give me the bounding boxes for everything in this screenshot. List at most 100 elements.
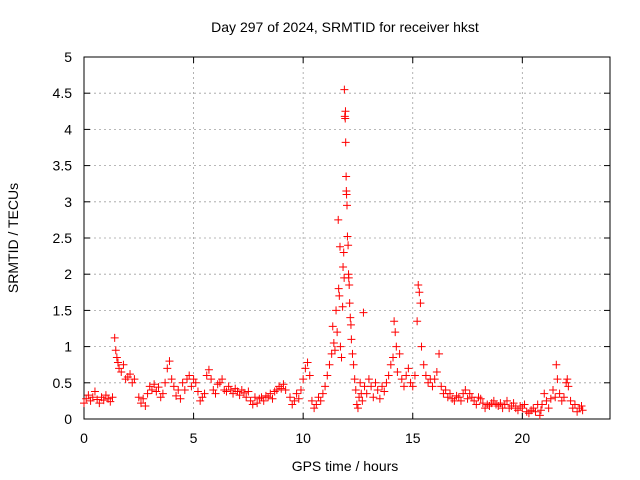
data-point bbox=[520, 400, 529, 409]
data-point bbox=[432, 367, 441, 376]
data-point bbox=[349, 360, 358, 369]
data-point bbox=[119, 360, 128, 369]
data-point bbox=[369, 393, 378, 402]
data-point bbox=[218, 375, 227, 384]
data-point bbox=[99, 396, 108, 405]
data-point bbox=[395, 349, 404, 358]
data-point bbox=[163, 364, 172, 373]
y-axis-label: SRMTID / TECUs bbox=[5, 183, 21, 293]
data-point bbox=[538, 400, 547, 409]
data-point bbox=[202, 371, 211, 380]
data-point bbox=[559, 393, 568, 402]
data-point bbox=[371, 378, 380, 387]
y-tick-label: 2.5 bbox=[53, 230, 73, 246]
data-point bbox=[577, 401, 586, 410]
data-point bbox=[338, 302, 347, 311]
data-points bbox=[80, 85, 587, 420]
data-point bbox=[167, 375, 176, 384]
data-point bbox=[463, 394, 472, 403]
data-point bbox=[330, 346, 339, 355]
data-point bbox=[108, 393, 117, 402]
data-point bbox=[340, 85, 349, 94]
data-point bbox=[292, 389, 301, 398]
data-point bbox=[235, 391, 244, 400]
data-point bbox=[316, 396, 325, 405]
x-tick-label: 10 bbox=[295, 430, 311, 446]
y-tick-label: 0 bbox=[64, 411, 72, 427]
data-point bbox=[413, 317, 422, 326]
data-point bbox=[266, 389, 275, 398]
data-point bbox=[351, 386, 360, 395]
y-tick-label: 3 bbox=[64, 194, 72, 210]
data-point bbox=[367, 382, 376, 391]
data-point bbox=[410, 371, 419, 380]
data-point bbox=[187, 382, 196, 391]
data-point bbox=[147, 386, 156, 395]
x-tick-label: 20 bbox=[515, 430, 531, 446]
data-point bbox=[441, 386, 450, 395]
x-axis-label: GPS time / hours bbox=[292, 458, 399, 474]
data-point bbox=[352, 400, 361, 409]
data-point bbox=[335, 291, 344, 300]
data-point bbox=[339, 248, 348, 257]
data-point bbox=[341, 138, 350, 147]
data-point bbox=[204, 365, 213, 374]
data-point bbox=[321, 382, 330, 391]
data-point bbox=[277, 384, 286, 393]
data-point bbox=[165, 357, 174, 366]
data-point bbox=[90, 387, 99, 396]
data-point bbox=[386, 360, 395, 369]
data-point bbox=[416, 299, 425, 308]
data-point bbox=[341, 107, 350, 116]
data-point bbox=[345, 299, 354, 308]
data-point bbox=[549, 386, 558, 395]
data-point bbox=[141, 401, 150, 410]
data-point bbox=[307, 396, 316, 405]
data-point bbox=[248, 400, 257, 409]
data-point bbox=[341, 114, 350, 123]
data-point bbox=[384, 371, 393, 380]
data-point bbox=[332, 306, 341, 315]
data-point bbox=[80, 399, 88, 408]
data-point bbox=[106, 397, 115, 406]
data-point bbox=[343, 232, 352, 241]
grid bbox=[84, 57, 610, 419]
data-point bbox=[430, 375, 439, 384]
data-point bbox=[348, 349, 357, 358]
data-point bbox=[334, 215, 343, 224]
data-point bbox=[344, 241, 353, 250]
data-point bbox=[172, 391, 181, 400]
data-point bbox=[305, 371, 314, 380]
data-point bbox=[344, 273, 353, 282]
x-tick-label: 0 bbox=[80, 430, 88, 446]
data-point bbox=[378, 382, 387, 391]
data-point bbox=[299, 375, 308, 384]
data-point bbox=[176, 394, 185, 403]
data-point bbox=[279, 380, 288, 389]
data-point bbox=[546, 394, 555, 403]
data-point bbox=[402, 371, 411, 380]
data-point bbox=[180, 386, 189, 395]
y-tick-label: 5 bbox=[64, 49, 72, 65]
data-point bbox=[566, 396, 575, 405]
data-point bbox=[191, 378, 200, 387]
data-point bbox=[244, 387, 253, 396]
data-point bbox=[323, 371, 332, 380]
data-point bbox=[110, 333, 119, 342]
data-point bbox=[578, 406, 587, 415]
data-point bbox=[95, 399, 104, 408]
data-point bbox=[239, 388, 248, 397]
data-point bbox=[345, 281, 354, 290]
data-point bbox=[325, 360, 334, 369]
data-point bbox=[286, 393, 295, 402]
data-point bbox=[362, 389, 371, 398]
data-point bbox=[329, 338, 338, 347]
data-point bbox=[461, 386, 470, 395]
data-point bbox=[552, 360, 561, 369]
data-point bbox=[296, 386, 305, 395]
data-point bbox=[88, 393, 97, 402]
data-point bbox=[294, 394, 303, 403]
data-point bbox=[347, 335, 356, 344]
data-point bbox=[111, 346, 120, 355]
data-point bbox=[113, 358, 122, 367]
